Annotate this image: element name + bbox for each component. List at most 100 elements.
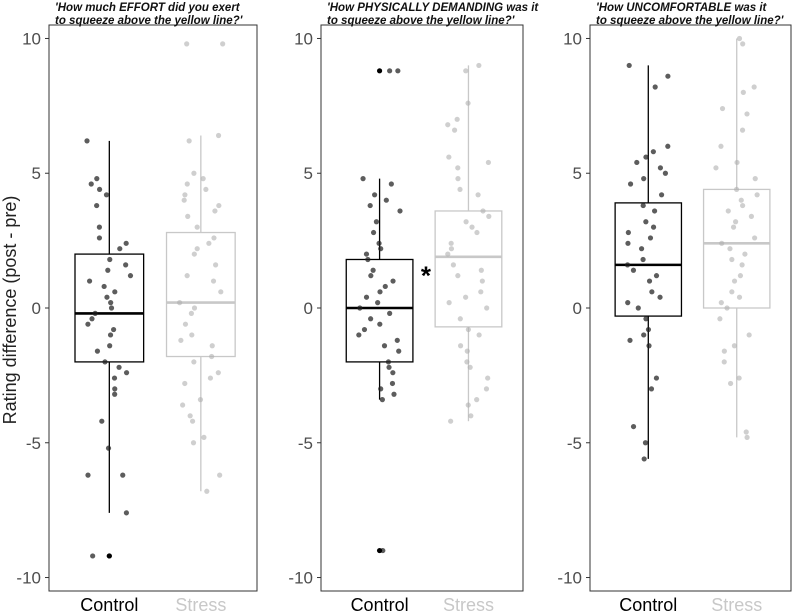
y-tick-label: 0 (32, 299, 41, 318)
data-point (112, 391, 118, 397)
data-point (117, 246, 123, 252)
data-point (719, 105, 726, 112)
y-tick-label: 5 (304, 164, 313, 183)
data-point (657, 294, 663, 300)
panel-title-line: to squeeze above the yellow line?' (327, 15, 516, 27)
data-point (105, 445, 112, 451)
data-point (377, 321, 383, 327)
data-point (85, 321, 91, 327)
data-point (463, 68, 469, 74)
data-point (630, 267, 637, 273)
data-point (88, 181, 94, 187)
data-point (123, 262, 129, 268)
y-tick-label: 5 (32, 164, 41, 183)
data-point (395, 68, 401, 74)
data-point (94, 202, 100, 209)
data-point (625, 240, 631, 246)
data-point (464, 348, 470, 354)
data-point (732, 219, 739, 225)
data-point (191, 251, 197, 257)
data-point (733, 186, 740, 193)
data-point (367, 202, 373, 209)
x-category-label: Control (351, 595, 409, 614)
data-point (391, 391, 397, 397)
data-point (363, 251, 370, 257)
data-point (630, 423, 637, 430)
data-point (86, 278, 93, 284)
data-point (657, 165, 664, 171)
data-point (743, 429, 749, 435)
data-point (634, 159, 640, 166)
data-point (394, 337, 400, 343)
data-point (478, 267, 484, 273)
panel-title-line: 'How much EFFORT did you exert (55, 2, 241, 14)
data-point (465, 100, 471, 106)
data-point (209, 343, 215, 349)
data-point (116, 364, 122, 370)
data-point (721, 359, 727, 365)
data-point (475, 192, 481, 198)
panel-title-line: to squeeze above the yellow line?' (55, 15, 244, 27)
iqr-box (702, 188, 771, 309)
data-point (186, 138, 192, 144)
data-point (665, 143, 671, 149)
data-point (368, 273, 374, 279)
y-tick-label: 5 (573, 164, 582, 183)
iqr-box (165, 231, 236, 358)
significance-star: * (421, 260, 432, 290)
data-point (719, 240, 725, 246)
y-tick-label: 10 (22, 29, 41, 48)
y-tick-label: 0 (573, 299, 582, 318)
data-point (646, 278, 653, 284)
data-point (92, 310, 98, 316)
data-point (638, 246, 645, 252)
data-point (446, 154, 452, 160)
data-point (184, 273, 190, 279)
panel-title-line: 'How UNCOMFORTABLE was it (596, 2, 768, 14)
data-point (387, 68, 393, 74)
data-point (724, 305, 730, 311)
y-tick-label: 10 (563, 29, 582, 48)
data-point (215, 370, 221, 376)
data-point (738, 197, 744, 203)
data-point (727, 380, 734, 387)
data-point (650, 149, 656, 155)
data-point (123, 240, 129, 246)
data-point (713, 165, 719, 171)
data-point (207, 375, 214, 381)
data-point (739, 262, 745, 268)
data-point (204, 488, 210, 494)
data-point (478, 289, 484, 295)
data-point (730, 224, 737, 230)
data-point (643, 219, 649, 225)
data-point (373, 219, 380, 225)
panel-frame (48, 24, 258, 592)
data-point (448, 418, 454, 424)
data-point (390, 370, 396, 376)
data-point (740, 89, 746, 95)
data-point (123, 370, 130, 376)
data-point (191, 359, 197, 365)
x-category-label: Stress (443, 595, 494, 614)
data-point (185, 213, 191, 219)
data-point (200, 176, 206, 182)
data-point (718, 143, 724, 149)
data-point (752, 235, 758, 241)
data-point (104, 294, 110, 300)
iqr-box (74, 253, 145, 363)
data-point (624, 262, 631, 268)
data-point (642, 440, 649, 446)
data-point (652, 84, 658, 90)
data-point (446, 300, 452, 306)
data-point (653, 273, 660, 279)
data-point (646, 343, 652, 349)
data-point (651, 208, 658, 214)
panel-title-line: 'How PHYSICALLY DEMANDING was it (327, 2, 539, 14)
y-tick-label: 10 (294, 29, 313, 48)
data-point (736, 35, 743, 42)
iqr-box (345, 258, 414, 363)
data-point (184, 181, 190, 187)
data-point (107, 332, 114, 338)
x-category-label: Control (80, 595, 138, 614)
